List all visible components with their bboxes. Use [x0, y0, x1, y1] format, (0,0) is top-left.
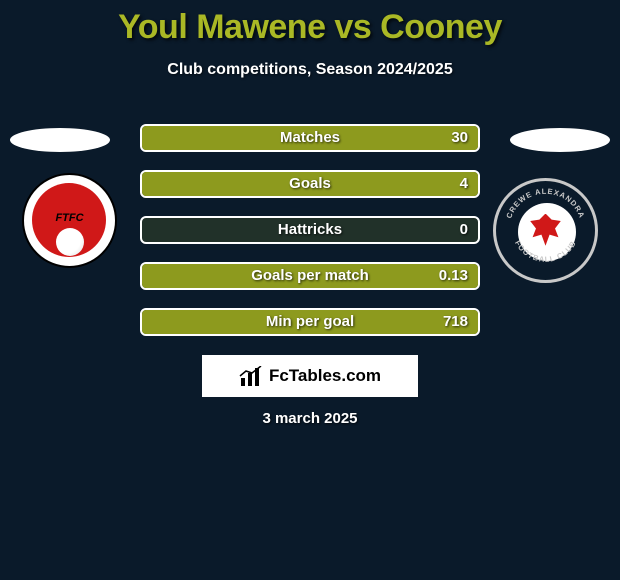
stat-bar: Min per goal 718 [140, 308, 480, 336]
stat-value: 0 [460, 221, 468, 238]
stat-value: 0.13 [439, 267, 468, 284]
ball-icon [56, 228, 84, 256]
stat-value: 30 [451, 129, 468, 146]
shadow-ellipse-left [10, 128, 110, 152]
stat-value: 718 [443, 313, 468, 330]
stat-label: Matches [142, 129, 478, 146]
stat-value: 4 [460, 175, 468, 192]
stat-bar: Hattricks 0 [140, 216, 480, 244]
badge-left-initials: FTFC [55, 212, 83, 224]
subtitle: Club competitions, Season 2024/2025 [0, 61, 620, 79]
stat-bar: Goals per match 0.13 [140, 262, 480, 290]
stat-bar: Goals 4 [140, 170, 480, 198]
brand-banner: FcTables.com [202, 355, 418, 397]
stat-label: Hattricks [142, 221, 478, 238]
club-badge-left: FTFC [22, 173, 117, 268]
stat-bar: Matches 30 [140, 124, 480, 152]
stat-label: Goals [142, 175, 478, 192]
page-title: Youl Mawene vs Cooney [0, 0, 620, 47]
date-text: 3 march 2025 [0, 410, 620, 427]
chart-icon [239, 366, 265, 386]
stats-container: Matches 30 Goals 4 Hattricks 0 Goals per… [140, 124, 480, 354]
club-badge-right: CREWE ALEXANDRA FOOTBALL CLUB [493, 178, 598, 283]
brand-text: FcTables.com [269, 366, 381, 386]
stat-label: Min per goal [142, 313, 478, 330]
stat-label: Goals per match [142, 267, 478, 284]
shadow-ellipse-right [510, 128, 610, 152]
